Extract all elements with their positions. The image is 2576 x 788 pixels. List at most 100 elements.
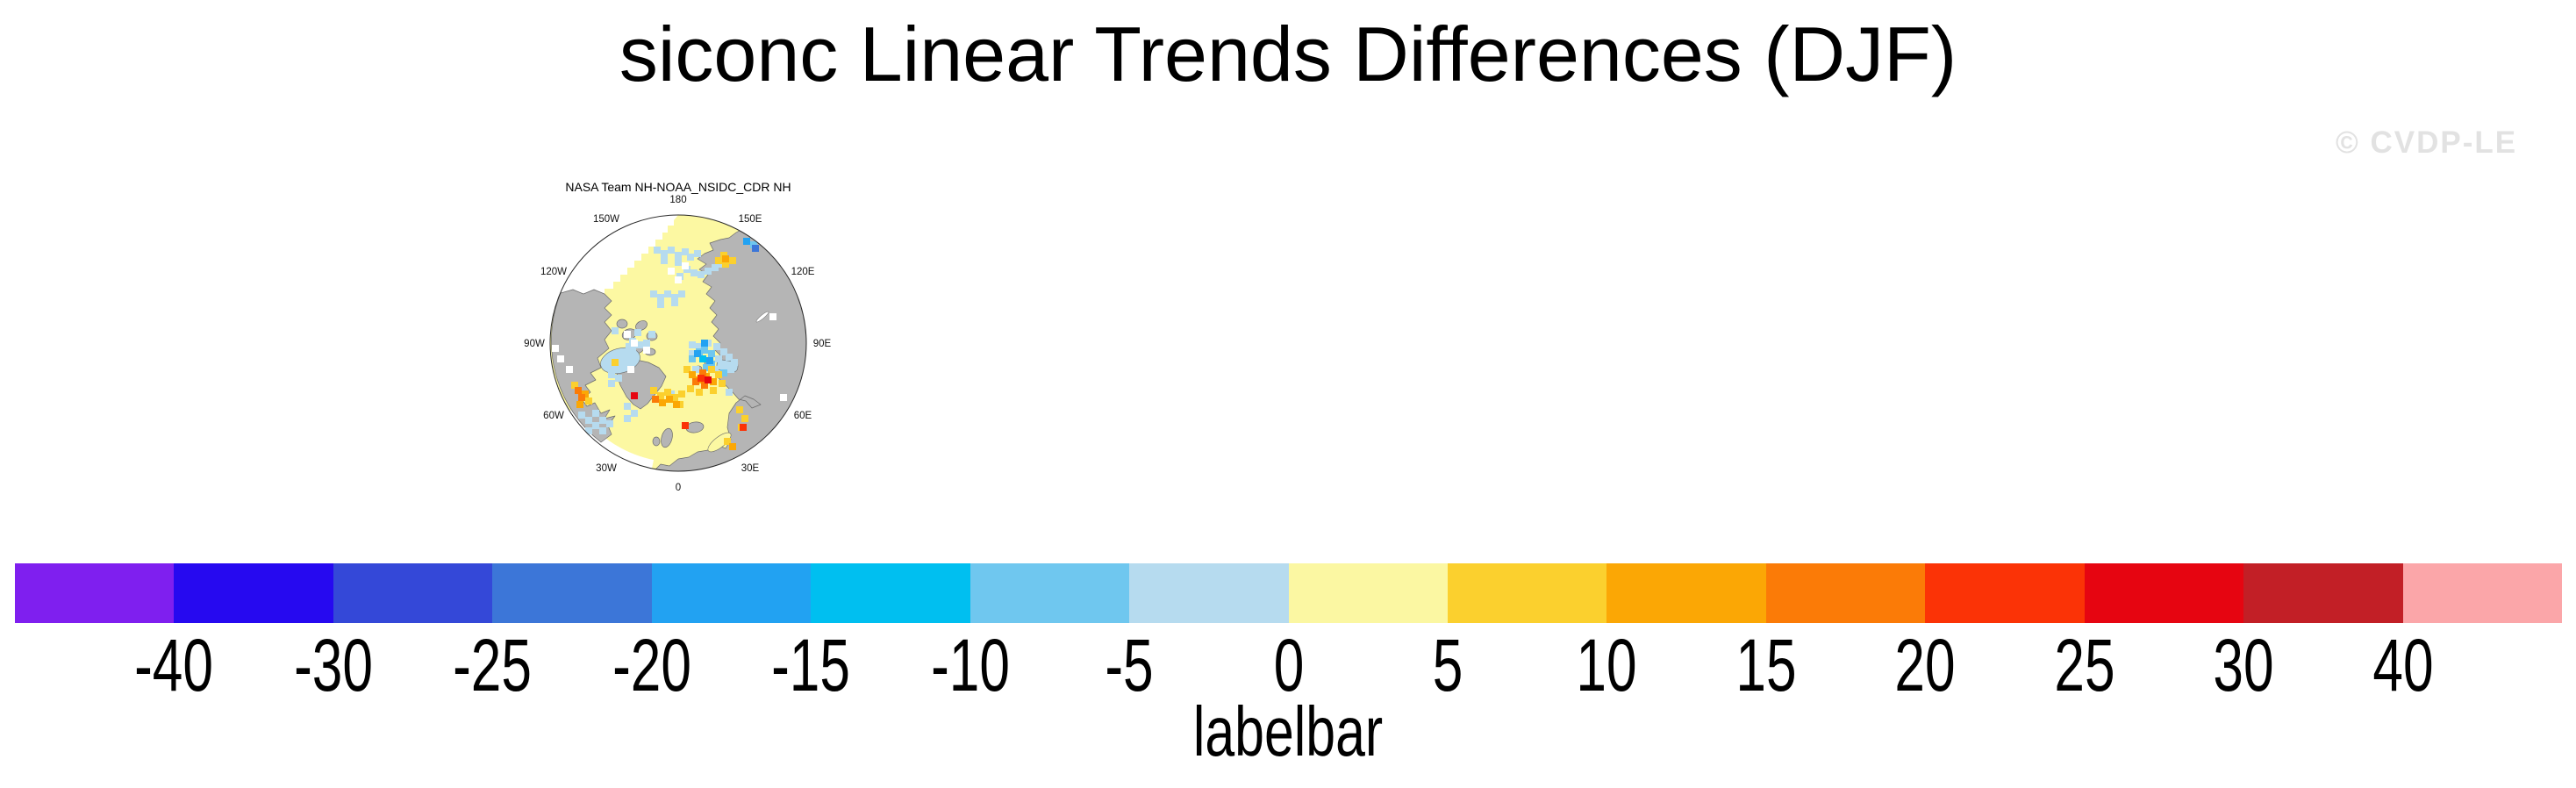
trend-cell — [726, 389, 733, 396]
trend-cell — [741, 415, 748, 422]
polar-map: 180 150E 120E 90E 60E 30E 0 30W 60W 90W 120W 150W — [524, 195, 832, 493]
trend-cell — [694, 350, 701, 357]
trend-cell — [689, 350, 696, 357]
trend-cell — [666, 396, 673, 403]
trend-cell — [729, 443, 736, 450]
trend-cell — [726, 354, 733, 361]
trend-cell — [708, 350, 715, 357]
trend-cell — [636, 341, 643, 348]
colorbar-segment-2 — [333, 563, 493, 623]
trend-cell — [715, 371, 722, 378]
trend-cell — [671, 299, 678, 306]
trend-cell — [657, 301, 664, 308]
colorbar-segment-9 — [1447, 563, 1607, 623]
lon-label-150W: 150W — [593, 214, 619, 225]
colorbar-segment-7 — [1129, 563, 1289, 623]
colorbar-tick--15: -15 — [771, 624, 851, 706]
cvdp-watermark: © CVDP-LE — [2336, 125, 2518, 160]
trend-cell — [627, 366, 634, 373]
no-data-wedge — [556, 215, 678, 304]
trend-cell — [585, 417, 592, 424]
trend-cell — [675, 259, 682, 266]
figure-title: siconc Linear Trends Differences (DJF) — [619, 11, 1957, 97]
lon-label-180: 180 — [669, 195, 686, 205]
trend-cell — [683, 366, 691, 373]
colorbar-tick-5: 5 — [1432, 624, 1463, 706]
trend-cell — [715, 355, 722, 362]
trend-cell — [652, 396, 659, 403]
trend-cell — [599, 417, 606, 424]
trend-cell — [576, 401, 583, 408]
land-ireland — [652, 436, 661, 447]
trend-cell — [699, 355, 706, 362]
trend-cell — [682, 248, 689, 255]
colorbar-tick-10: 10 — [1576, 624, 1637, 706]
colorbar-tick-15: 15 — [1735, 624, 1797, 706]
trend-cell — [661, 257, 668, 264]
trend-cell — [698, 271, 705, 278]
labelbar-colorbar — [15, 563, 2562, 623]
trend-cell — [696, 343, 703, 350]
colorbar-segment-12 — [1925, 563, 2085, 623]
trend-cell — [606, 420, 613, 427]
trend-cell — [727, 366, 734, 373]
trend-cell — [650, 290, 657, 297]
white-sliver-island — [755, 311, 769, 323]
trend-cell — [780, 394, 787, 401]
trend-cell — [566, 366, 573, 373]
trend-cell — [654, 247, 661, 254]
trend-cell — [557, 355, 564, 362]
labelbar-title: labelbar — [1192, 692, 1384, 770]
trend-cell — [599, 427, 606, 434]
trend-cell — [592, 410, 599, 417]
trend-cell — [673, 401, 680, 408]
colorbar-segment-13 — [2084, 563, 2244, 623]
land-north-america — [551, 289, 616, 443]
trend-cell — [675, 252, 682, 259]
trend-cell — [612, 359, 619, 366]
white-lake — [762, 441, 784, 455]
trend-cell — [608, 371, 615, 378]
trend-cell — [575, 387, 582, 394]
colorbar-segment-14 — [2243, 563, 2403, 623]
colorbar-segment-15 — [2402, 563, 2562, 623]
colorbar-tick--20: -20 — [612, 624, 691, 706]
lon-label-120E: 120E — [791, 267, 815, 277]
trend-cells — [552, 238, 787, 450]
trend-cell — [769, 313, 776, 320]
trend-cell — [634, 329, 641, 336]
colorbar-segment-4 — [651, 563, 812, 623]
colorbar-segment-11 — [1765, 563, 1926, 623]
trend-cell — [692, 378, 699, 385]
trend-cell — [682, 422, 689, 429]
lon-label-30W: 30W — [596, 463, 617, 474]
trend-cell — [624, 403, 631, 410]
trend-cell — [705, 268, 712, 275]
trend-cell — [678, 390, 685, 398]
trend-cell — [641, 341, 648, 348]
colorbar-segment-8 — [1288, 563, 1448, 623]
colorbar-segment-0 — [15, 563, 175, 623]
trend-cell — [720, 369, 727, 376]
baltic-sea — [707, 432, 732, 453]
trend-cell — [687, 385, 694, 392]
trend-cell — [729, 257, 736, 264]
colorbar-tick--40: -40 — [134, 624, 214, 706]
trend-cell — [708, 366, 715, 373]
trend-cell — [571, 382, 578, 389]
colorbar-segment-5 — [811, 563, 970, 623]
trend-cell — [710, 378, 717, 385]
trend-cell — [720, 348, 727, 355]
trend-cell — [650, 387, 657, 394]
lon-label-90E: 90E — [813, 339, 832, 349]
trend-cell — [731, 359, 738, 366]
trend-cell — [657, 392, 664, 399]
trend-cell — [664, 290, 671, 297]
trend-cell — [615, 375, 622, 382]
trend-cell — [712, 264, 719, 271]
trend-cell — [668, 268, 675, 275]
trend-cell — [668, 247, 675, 254]
colorbar-tick--30: -30 — [293, 624, 373, 706]
trend-cell — [740, 424, 747, 431]
trend-cell — [719, 380, 726, 387]
